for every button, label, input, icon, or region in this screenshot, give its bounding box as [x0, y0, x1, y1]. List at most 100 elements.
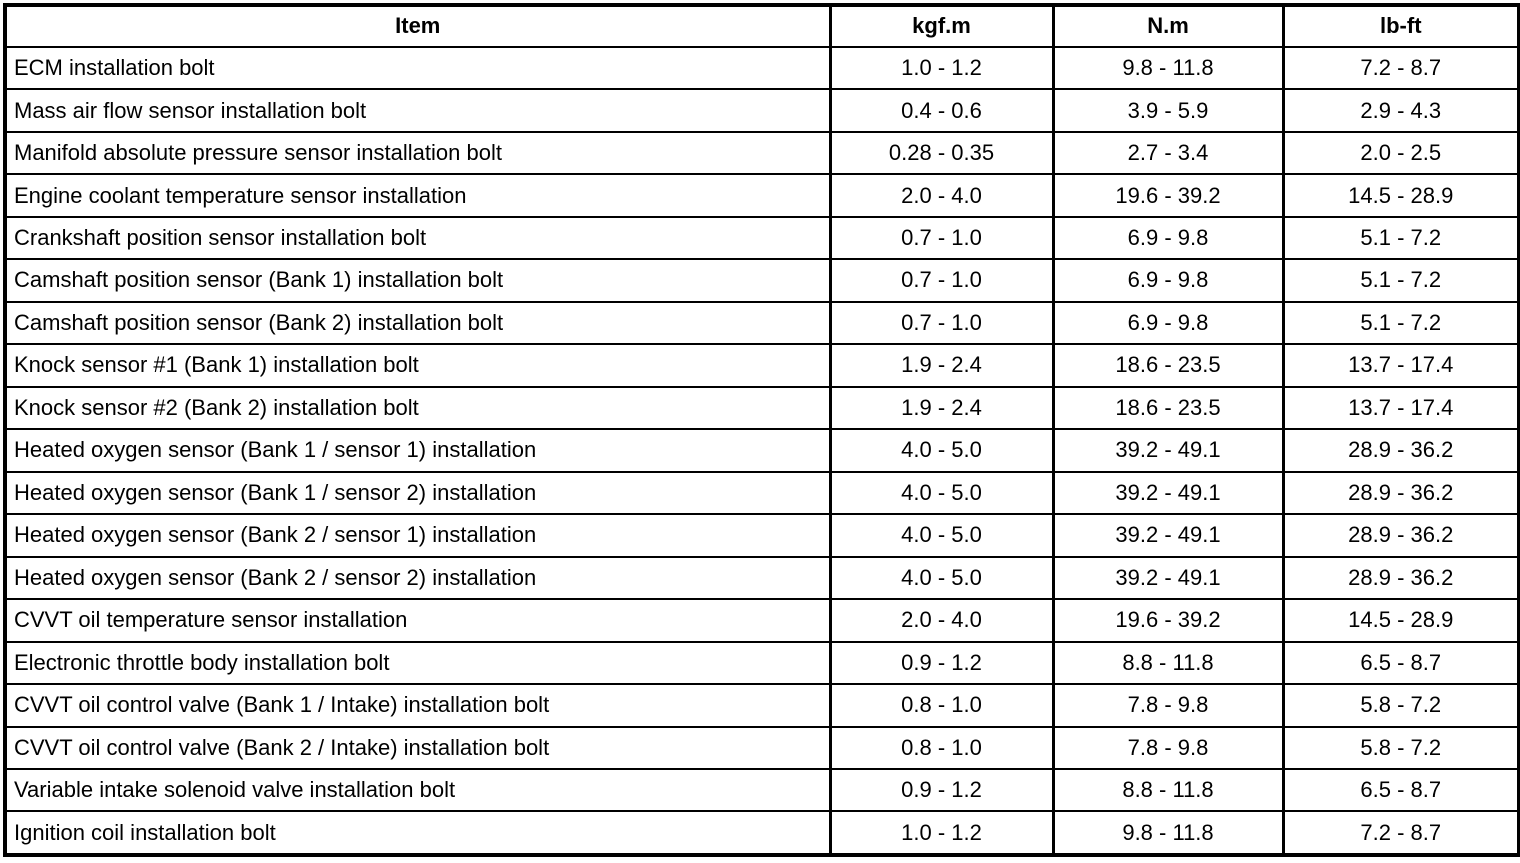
- item-cell: Mass air flow sensor installation bolt: [3, 88, 832, 133]
- item-cell: CVVT oil control valve (Bank 1 / Intake)…: [3, 683, 832, 728]
- kgfm-value-cell: 0.8 - 1.0: [828, 683, 1055, 728]
- kgfm-value-cell: 4.0 - 5.0: [828, 555, 1055, 601]
- torque-spec-table: Item kgf.m N.m lb-ft ECM installation bo…: [3, 3, 1520, 857]
- lbft-value-cell: 6.5 - 8.7: [1281, 767, 1520, 813]
- item-cell: CVVT oil temperature sensor installation: [3, 598, 832, 643]
- item-cell: Heated oxygen sensor (Bank 2 / sensor 2)…: [3, 555, 832, 601]
- nm-value-cell: 2.7 - 3.4: [1051, 130, 1285, 176]
- lbft-value-cell: 28.9 - 36.2: [1281, 555, 1520, 601]
- item-cell: Knock sensor #1 (Bank 1) installation bo…: [3, 343, 832, 388]
- lbft-value-cell: 7.2 - 8.7: [1281, 810, 1520, 856]
- nm-value-cell: 9.8 - 11.8: [1051, 45, 1285, 91]
- item-cell: Electronic throttle body installation bo…: [3, 640, 832, 686]
- lbft-value-cell: 28.9 - 36.2: [1281, 428, 1520, 473]
- table-row: Mass air flow sensor installation bolt 0.…: [3, 88, 1520, 133]
- lbft-value-cell: 6.5 - 8.7: [1281, 640, 1520, 686]
- table-row: Heated oxygen sensor (Bank 1 / sensor 2)…: [3, 470, 1520, 516]
- lbft-value-cell: 13.7 - 17.4: [1281, 343, 1520, 388]
- item-cell: Camshaft position sensor (Bank 2) instal…: [3, 300, 832, 346]
- table-row: Ignition coil installation bolt 1.0 - 1.2…: [3, 810, 1520, 856]
- nm-value-cell: 6.9 - 9.8: [1051, 258, 1285, 303]
- torque-spec-page: Item kgf.m N.m lb-ft ECM installation bo…: [0, 3, 1520, 863]
- nm-value-cell: 3.9 - 5.9: [1051, 88, 1285, 133]
- table-row: Heated oxygen sensor (Bank 2 / sensor 1)…: [3, 513, 1520, 558]
- item-cell: Ignition coil installation bolt: [3, 810, 832, 856]
- table-header-row: Item kgf.m N.m lb-ft: [3, 4, 1520, 48]
- nm-value-cell: 39.2 - 49.1: [1051, 428, 1285, 473]
- lbft-value-cell: 7.2 - 8.7: [1281, 45, 1520, 91]
- table-row: CVVT oil temperature sensor installation…: [3, 598, 1520, 643]
- kgfm-value-cell: 1.9 - 2.4: [828, 343, 1055, 388]
- nm-value-cell: 19.6 - 39.2: [1051, 598, 1285, 643]
- lbft-value-cell: 14.5 - 28.9: [1281, 598, 1520, 643]
- table-row: Crankshaft position sensor installation …: [3, 215, 1520, 261]
- item-cell: Heated oxygen sensor (Bank 1 / sensor 1)…: [3, 428, 832, 473]
- item-cell: Manifold absolute pressure sensor instal…: [3, 130, 832, 176]
- table-row: Electronic throttle body installation bo…: [3, 640, 1520, 686]
- nm-value-cell: 39.2 - 49.1: [1051, 470, 1285, 516]
- kgfm-value-cell: 4.0 - 5.0: [828, 513, 1055, 558]
- kgfm-value-cell: 0.28 - 0.35: [828, 130, 1055, 176]
- kgfm-value-cell: 2.0 - 4.0: [828, 598, 1055, 643]
- lbft-value-cell: 5.8 - 7.2: [1281, 683, 1520, 728]
- nm-value-cell: 19.6 - 39.2: [1051, 173, 1285, 218]
- lbft-value-cell: 5.1 - 7.2: [1281, 300, 1520, 346]
- nm-value-cell: 8.8 - 11.8: [1051, 640, 1285, 686]
- kgfm-value-cell: 1.0 - 1.2: [828, 45, 1055, 91]
- lbft-value-cell: 13.7 - 17.4: [1281, 385, 1520, 431]
- lbft-value-cell: 5.1 - 7.2: [1281, 258, 1520, 303]
- nm-value-cell: 7.8 - 9.8: [1051, 725, 1285, 770]
- table-row: Heated oxygen sensor (Bank 1 / sensor 1)…: [3, 428, 1520, 473]
- nm-value-cell: 7.8 - 9.8: [1051, 683, 1285, 728]
- nm-value-cell: 8.8 - 11.8: [1051, 767, 1285, 813]
- lbft-value-cell: 2.9 - 4.3: [1281, 88, 1520, 133]
- lbft-value-cell: 14.5 - 28.9: [1281, 173, 1520, 218]
- nm-value-cell: 18.6 - 23.5: [1051, 385, 1285, 431]
- table-row: CVVT oil control valve (Bank 2 / Intake)…: [3, 725, 1520, 770]
- kgfm-value-cell: 0.9 - 1.2: [828, 767, 1055, 813]
- nm-value-cell: 18.6 - 23.5: [1051, 343, 1285, 388]
- kgfm-value-cell: 1.9 - 2.4: [828, 385, 1055, 431]
- lbft-value-cell: 2.0 - 2.5: [1281, 130, 1520, 176]
- column-header-item: Item: [3, 4, 832, 48]
- table-row: Engine coolant temperature sensor instal…: [3, 173, 1520, 218]
- column-header-kgfm: kgf.m: [828, 4, 1055, 48]
- kgfm-value-cell: 1.0 - 1.2: [828, 810, 1055, 856]
- kgfm-value-cell: 0.8 - 1.0: [828, 725, 1055, 770]
- table-row: Camshaft position sensor (Bank 2) instal…: [3, 300, 1520, 346]
- item-cell: Camshaft position sensor (Bank 1) instal…: [3, 258, 832, 303]
- kgfm-value-cell: 4.0 - 5.0: [828, 470, 1055, 516]
- kgfm-value-cell: 0.7 - 1.0: [828, 258, 1055, 303]
- nm-value-cell: 39.2 - 49.1: [1051, 513, 1285, 558]
- item-cell: Knock sensor #2 (Bank 2) installation bo…: [3, 385, 832, 431]
- kgfm-value-cell: 0.4 - 0.6: [828, 88, 1055, 133]
- nm-value-cell: 9.8 - 11.8: [1051, 810, 1285, 856]
- table-row: Knock sensor #1 (Bank 1) installation bo…: [3, 343, 1520, 388]
- lbft-value-cell: 28.9 - 36.2: [1281, 513, 1520, 558]
- kgfm-value-cell: 0.7 - 1.0: [828, 215, 1055, 261]
- kgfm-value-cell: 0.9 - 1.2: [828, 640, 1055, 686]
- table-row: Knock sensor #2 (Bank 2) installation bo…: [3, 385, 1520, 431]
- table-row: Camshaft position sensor (Bank 1) instal…: [3, 258, 1520, 303]
- item-cell: Variable intake solenoid valve installat…: [3, 767, 832, 813]
- lbft-value-cell: 5.1 - 7.2: [1281, 215, 1520, 261]
- table-row: Variable intake solenoid valve installat…: [3, 767, 1520, 813]
- item-cell: ECM installation bolt: [3, 45, 832, 91]
- table-row: Manifold absolute pressure sensor instal…: [3, 130, 1520, 176]
- lbft-value-cell: 5.8 - 7.2: [1281, 725, 1520, 770]
- column-header-nm: N.m: [1051, 4, 1285, 48]
- item-cell: Crankshaft position sensor installation …: [3, 215, 832, 261]
- nm-value-cell: 39.2 - 49.1: [1051, 555, 1285, 601]
- item-cell: Heated oxygen sensor (Bank 1 / sensor 2)…: [3, 470, 832, 516]
- kgfm-value-cell: 4.0 - 5.0: [828, 428, 1055, 473]
- table-body: ECM installation bolt 1.0 - 1.2 9.8 - 11.8…: [3, 45, 1520, 856]
- lbft-value-cell: 28.9 - 36.2: [1281, 470, 1520, 516]
- kgfm-value-cell: 0.7 - 1.0: [828, 300, 1055, 346]
- nm-value-cell: 6.9 - 9.8: [1051, 300, 1285, 346]
- item-cell: Engine coolant temperature sensor instal…: [3, 173, 832, 218]
- table-row: ECM installation bolt 1.0 - 1.2 9.8 - 11.8…: [3, 45, 1520, 91]
- nm-value-cell: 6.9 - 9.8: [1051, 215, 1285, 261]
- table-row: CVVT oil control valve (Bank 1 / Intake)…: [3, 683, 1520, 728]
- table-row: Heated oxygen sensor (Bank 2 / sensor 2)…: [3, 555, 1520, 601]
- item-cell: Heated oxygen sensor (Bank 2 / sensor 1)…: [3, 513, 832, 558]
